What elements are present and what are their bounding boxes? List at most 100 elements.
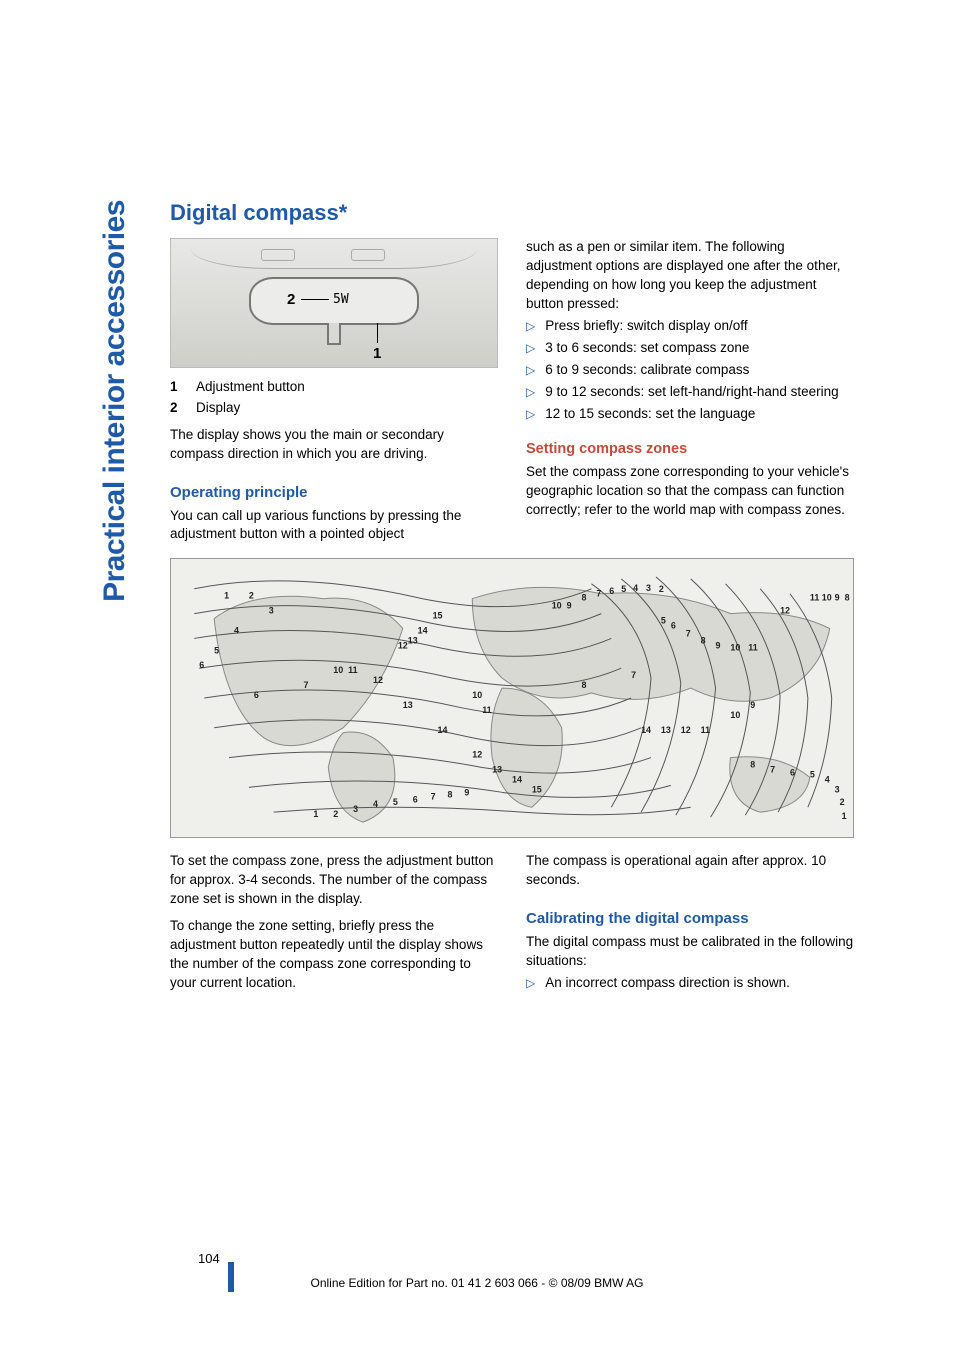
svg-text:7: 7 bbox=[631, 670, 636, 680]
svg-text:4: 4 bbox=[234, 626, 239, 636]
mirror-light-left bbox=[261, 249, 295, 261]
bullet-row: ▷ Press briefly: switch display on/off bbox=[526, 317, 854, 336]
upper-columns: 2 5W 1 1 Adjustment button 2 Display The… bbox=[170, 238, 854, 544]
svg-text:2: 2 bbox=[333, 809, 338, 819]
setting-zones-heading: Setting compass zones bbox=[526, 439, 854, 459]
mirror-leader-2 bbox=[301, 299, 329, 300]
footer-line: Online Edition for Part no. 01 41 2 603 … bbox=[0, 1276, 954, 1290]
svg-text:3: 3 bbox=[646, 583, 651, 593]
svg-text:1: 1 bbox=[842, 811, 847, 821]
mirror-roof bbox=[191, 247, 477, 269]
svg-text:8: 8 bbox=[447, 790, 452, 800]
legend-row: 2 Display bbox=[170, 399, 498, 418]
svg-text:5: 5 bbox=[393, 798, 398, 808]
svg-text:5: 5 bbox=[810, 770, 815, 780]
svg-text:7: 7 bbox=[431, 792, 436, 802]
svg-text:13: 13 bbox=[661, 725, 671, 735]
page-number: 104 bbox=[198, 1251, 220, 1266]
col-left-lower: To set the compass zone, press the adjus… bbox=[170, 852, 498, 993]
legend-text: Display bbox=[196, 399, 240, 418]
svg-text:11: 11 bbox=[810, 593, 819, 603]
svg-text:10: 10 bbox=[472, 690, 482, 700]
svg-text:15: 15 bbox=[532, 785, 542, 795]
svg-text:10: 10 bbox=[552, 601, 562, 611]
svg-text:13: 13 bbox=[408, 636, 418, 646]
svg-text:11: 11 bbox=[482, 705, 491, 715]
svg-text:8: 8 bbox=[750, 760, 755, 770]
bullet-text: 9 to 12 seconds: set left-hand/right-han… bbox=[545, 383, 854, 402]
legend-num: 2 bbox=[170, 399, 182, 418]
svg-text:6: 6 bbox=[199, 661, 204, 671]
svg-text:8: 8 bbox=[582, 680, 587, 690]
svg-text:4: 4 bbox=[633, 583, 638, 593]
triangle-icon: ▷ bbox=[526, 339, 535, 358]
operating-principle-heading: Operating principle bbox=[170, 482, 498, 503]
svg-text:13: 13 bbox=[403, 700, 413, 710]
bullet-text: Press briefly: switch display on/off bbox=[545, 317, 854, 336]
svg-text:12: 12 bbox=[373, 675, 383, 685]
compass-zone-map: 123 456 6710 1112 1314 151413 1212 13141… bbox=[170, 558, 854, 838]
bullet-row: ▷ 12 to 15 seconds: set the language bbox=[526, 405, 854, 424]
svg-text:15: 15 bbox=[433, 611, 443, 621]
svg-text:10: 10 bbox=[333, 666, 343, 676]
legend-text: Adjustment button bbox=[196, 378, 305, 397]
bullet-text: An incorrect compass direction is shown. bbox=[545, 974, 854, 993]
bullet-row: ▷ 3 to 6 seconds: set compass zone bbox=[526, 339, 854, 358]
svg-text:5: 5 bbox=[214, 646, 219, 656]
svg-text:5: 5 bbox=[621, 584, 626, 594]
svg-text:6: 6 bbox=[413, 795, 418, 805]
zones-para: Set the compass zone corresponding to yo… bbox=[526, 463, 854, 520]
mirror-figure: 2 5W 1 bbox=[170, 238, 498, 368]
svg-text:6: 6 bbox=[254, 690, 259, 700]
svg-text:7: 7 bbox=[686, 629, 691, 639]
section-title: Digital compass* bbox=[170, 200, 854, 226]
triangle-icon: ▷ bbox=[526, 974, 535, 993]
mirror-display-text: 5W bbox=[333, 291, 349, 309]
map-svg: 123 456 6710 1112 1314 151413 1212 13141… bbox=[171, 559, 853, 837]
page-content: Digital compass* 2 5W 1 1 Adjustment but… bbox=[0, 0, 954, 1350]
svg-text:4: 4 bbox=[825, 775, 830, 785]
lower-left-p1: To set the compass zone, press the adjus… bbox=[170, 852, 498, 909]
mirror-light-right bbox=[351, 249, 385, 261]
bullet-row: ▷ An incorrect compass direction is show… bbox=[526, 974, 854, 993]
calib-para: The digital compass must be calibrated i… bbox=[526, 933, 854, 971]
svg-text:14: 14 bbox=[418, 626, 428, 636]
bullet-text: 12 to 15 seconds: set the language bbox=[545, 405, 854, 424]
svg-text:14: 14 bbox=[641, 725, 651, 735]
svg-text:14: 14 bbox=[512, 775, 522, 785]
mirror-leader-1 bbox=[377, 323, 378, 343]
svg-text:12: 12 bbox=[398, 641, 408, 651]
mirror-callout-2: 2 bbox=[287, 289, 295, 310]
svg-text:9: 9 bbox=[716, 641, 721, 651]
operating-para-left: You can call up various functions by pre… bbox=[170, 507, 498, 545]
svg-text:10: 10 bbox=[730, 710, 740, 720]
triangle-icon: ▷ bbox=[526, 405, 535, 424]
svg-text:3: 3 bbox=[269, 606, 274, 616]
lower-right-p1: The compass is operational again after a… bbox=[526, 852, 854, 890]
svg-text:8: 8 bbox=[582, 593, 587, 603]
triangle-icon: ▷ bbox=[526, 317, 535, 336]
svg-text:7: 7 bbox=[596, 589, 601, 599]
triangle-icon: ▷ bbox=[526, 361, 535, 380]
svg-text:14: 14 bbox=[438, 725, 448, 735]
lower-left-p2: To change the zone setting, briefly pres… bbox=[170, 917, 498, 993]
svg-text:12: 12 bbox=[780, 606, 790, 616]
operating-para-right: such as a pen or similar item. The follo… bbox=[526, 238, 854, 314]
svg-text:12: 12 bbox=[681, 725, 691, 735]
bullet-row: ▷ 9 to 12 seconds: set left-hand/right-h… bbox=[526, 383, 854, 402]
svg-text:8: 8 bbox=[845, 593, 850, 603]
svg-text:3: 3 bbox=[353, 805, 358, 815]
svg-text:2: 2 bbox=[249, 591, 254, 601]
lower-columns: To set the compass zone, press the adjus… bbox=[170, 852, 854, 993]
svg-text:11: 11 bbox=[701, 725, 710, 735]
svg-text:3: 3 bbox=[835, 785, 840, 795]
svg-text:9: 9 bbox=[464, 788, 469, 798]
bullet-text: 3 to 6 seconds: set compass zone bbox=[545, 339, 854, 358]
bullet-row: ▷ 6 to 9 seconds: calibrate compass bbox=[526, 361, 854, 380]
svg-text:2: 2 bbox=[659, 584, 664, 594]
svg-text:9: 9 bbox=[567, 601, 572, 611]
svg-text:1: 1 bbox=[224, 591, 229, 601]
bullet-text: 6 to 9 seconds: calibrate compass bbox=[545, 361, 854, 380]
svg-text:12: 12 bbox=[472, 750, 482, 760]
mirror-stem bbox=[327, 323, 341, 345]
